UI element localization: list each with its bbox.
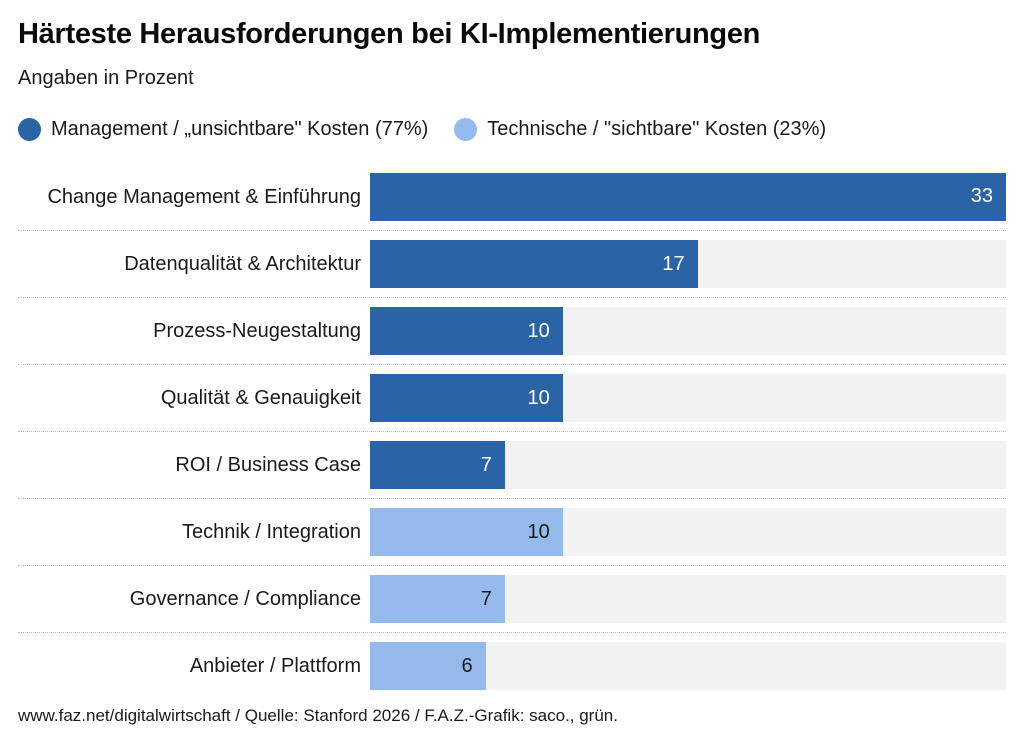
legend: Management / „unsichtbare" Kosten (77%) … (18, 118, 1006, 141)
chart-row: Qualität & Genauigkeit 10 (18, 364, 1006, 431)
legend-label: Management / „unsichtbare" Kosten (77%) (51, 118, 429, 140)
bar-label: Qualität & Genauigkeit (160, 387, 361, 409)
bar: 10 (370, 307, 563, 355)
bar-label: Technik / Integration (182, 521, 361, 543)
bar-label: Datenqualität & Architektur (124, 253, 361, 275)
bar: 17 (370, 240, 698, 288)
legend-item: Management / „unsichtbare" Kosten (77%) (18, 118, 428, 141)
bar-track: 6 (370, 642, 1006, 690)
chart-row: Datenqualität & Architektur 17 (18, 230, 1006, 297)
bar-value: 7 (480, 587, 492, 610)
bar: 10 (370, 374, 563, 422)
chart-row: ROI / Business Case 7 (18, 431, 1006, 498)
bar-label: ROI / Business Case (175, 454, 361, 476)
chart-subtitle: Angaben in Prozent (18, 67, 194, 89)
bar-chart: Change Management & Einführung 33 Datenq… (18, 163, 1006, 699)
bar-value: 10 (527, 520, 550, 543)
bar-value: 10 (527, 319, 550, 342)
legend-item: Technische / "sichtbare" Kosten (23%) (454, 118, 826, 141)
bar-value: 17 (662, 252, 685, 275)
legend-label: Technische / "sichtbare" Kosten (23%) (487, 118, 827, 140)
bar-label: Governance / Compliance (129, 588, 361, 610)
chart-row: Change Management & Einführung 33 (18, 163, 1006, 230)
source-credit: www.faz.net/digitalwirtschaft / Quelle: … (18, 706, 618, 725)
bar-value: 6 (461, 654, 473, 677)
chart-title: Härteste Herausforderungen bei KI-Implem… (18, 18, 761, 50)
bar-track: 7 (370, 575, 1006, 623)
bar-value: 33 (970, 185, 993, 207)
bar-label: Change Management & Einführung (47, 185, 361, 208)
bar: 6 (370, 642, 486, 690)
bar: 7 (370, 575, 505, 623)
bar-value: 10 (527, 386, 550, 409)
bar-track: 10 (370, 307, 1006, 355)
chart-row: Technik / Integration 10 (18, 498, 1006, 565)
bar-track: 33 (370, 172, 1006, 221)
bar-track: 7 (370, 441, 1006, 489)
bar-track: 17 (370, 240, 1006, 288)
bar: 10 (370, 508, 563, 556)
bar: 7 (370, 441, 505, 489)
chart-row: Prozess-Neugestaltung 10 (18, 297, 1006, 364)
legend-dot-icon (18, 118, 41, 141)
bar-track: 10 (370, 374, 1006, 422)
chart-row: Governance / Compliance 7 (18, 565, 1006, 632)
bar-value: 7 (480, 453, 492, 476)
bar-label: Prozess-Neugestaltung (153, 320, 361, 342)
bar: 33 (370, 172, 1006, 221)
bar-track: 10 (370, 508, 1006, 556)
bar-label: Anbieter / Plattform (189, 655, 361, 677)
chart-row: Anbieter / Plattform 6 (18, 632, 1006, 699)
legend-dot-icon (454, 118, 478, 141)
